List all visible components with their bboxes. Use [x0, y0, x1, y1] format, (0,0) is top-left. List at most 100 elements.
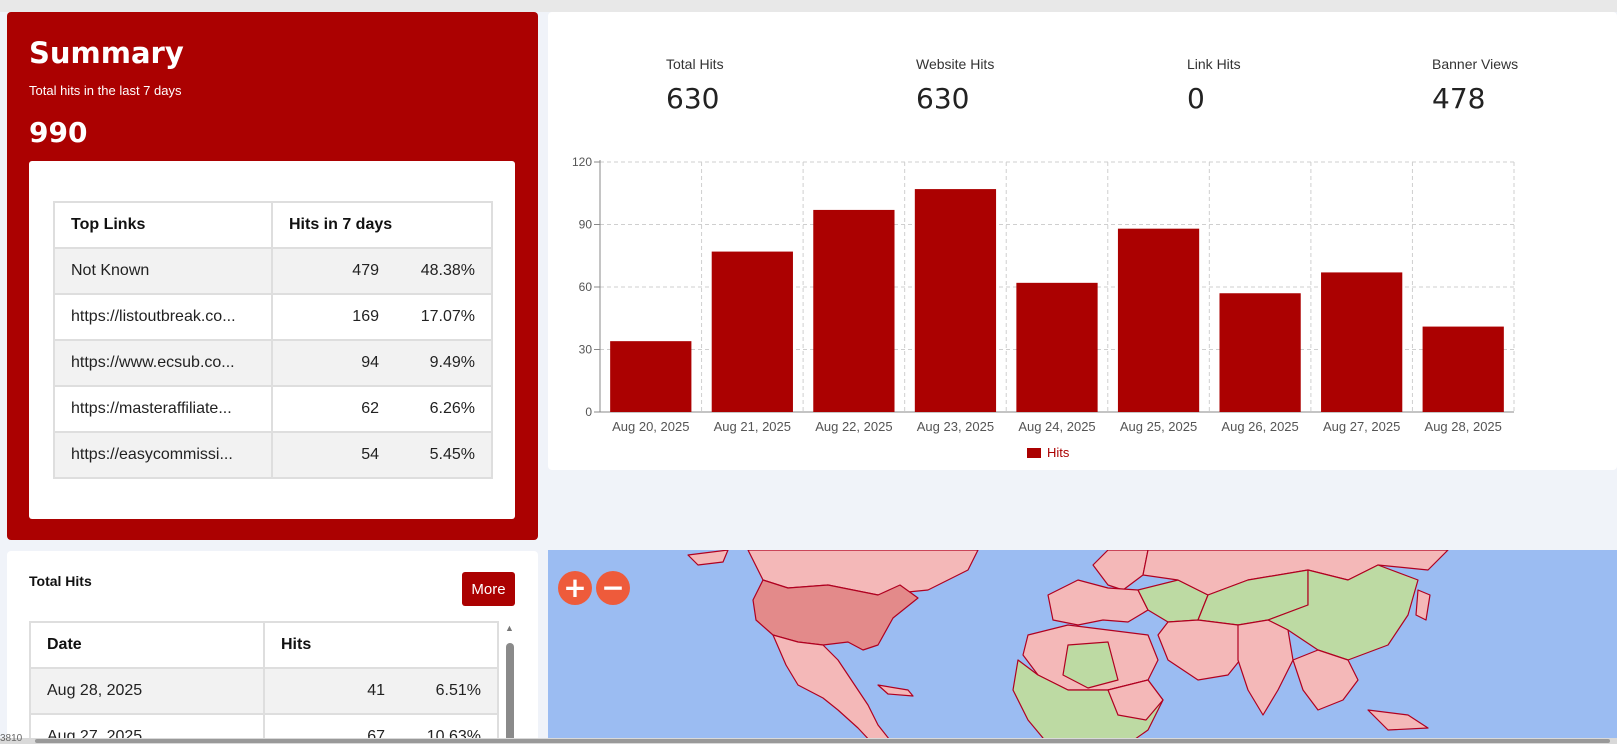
bar — [711, 251, 793, 412]
region-africa-pink — [1107, 679, 1164, 721]
legend-swatch — [1027, 448, 1041, 458]
col-date: Date — [29, 621, 265, 669]
col-top-links: Top Links — [53, 201, 273, 249]
x-tick-label: Aug 27, 2025 — [1323, 419, 1400, 434]
stat-label: Website Hits — [916, 56, 995, 72]
row-date: Aug 28, 2025 — [29, 667, 265, 715]
region-usa — [752, 579, 919, 651]
bar — [1422, 326, 1504, 412]
region-africa-central — [1012, 659, 1164, 744]
link-percent: 48.38% — [420, 262, 475, 279]
row-percent: 6.51% — [435, 682, 481, 699]
region-china — [1267, 564, 1419, 661]
horizontal-scrollbar-thumb[interactable] — [35, 739, 1610, 743]
link-hits: 54 — [361, 446, 379, 463]
stat-link-hits: Link Hits 0 — [1187, 56, 1241, 115]
region-middle-east — [1157, 619, 1249, 681]
region-caribbean — [877, 684, 914, 697]
table-row[interactable]: Not Known 479 48.38% — [53, 247, 493, 295]
region-india — [1237, 619, 1294, 716]
region-southeast-asia — [1292, 649, 1359, 711]
zoom-in-button[interactable]: + — [558, 571, 592, 605]
summary-title: Summary — [29, 36, 184, 70]
top-links-table: Top Links Hits in 7 days Not Known 479 48… — [53, 201, 493, 479]
stat-banner-views: Banner Views 478 — [1432, 56, 1518, 115]
x-tick-label: Aug 25, 2025 — [1120, 419, 1197, 434]
col-hits-7-days: Hits in 7 days — [271, 201, 493, 249]
x-tick-label: Aug 21, 2025 — [714, 419, 791, 434]
x-tick-label: Aug 28, 2025 — [1425, 419, 1502, 434]
total-hits-card: Total Hits More Date Hits Aug 28, 2025 4… — [7, 551, 538, 744]
more-button[interactable]: More — [462, 572, 515, 606]
table-row[interactable]: https://easycommissi... 54 5.45% — [53, 431, 493, 479]
x-tick-label: Aug 22, 2025 — [815, 419, 892, 434]
link-percent: 5.45% — [429, 446, 475, 463]
y-tick-label: 90 — [579, 218, 593, 232]
table-row[interactable]: https://www.ecsub.co... 94 9.49% — [53, 339, 493, 387]
link-hits: 169 — [352, 308, 379, 325]
col-hits: Hits — [263, 621, 499, 669]
x-tick-label: Aug 24, 2025 — [1018, 419, 1095, 434]
row-hits: 41 — [367, 682, 385, 699]
link-percent: 9.49% — [429, 354, 475, 371]
legend-label: Hits — [1047, 445, 1070, 460]
stat-value: 630 — [916, 82, 970, 115]
table-scrollbar[interactable]: ▲ — [503, 623, 517, 744]
corner-text: 3810 — [0, 733, 23, 744]
map-canvas — [687, 550, 1449, 744]
y-tick-label: 60 — [579, 280, 593, 294]
stat-total-hits: Total Hits 630 — [666, 56, 724, 115]
stat-value: 478 — [1432, 82, 1486, 115]
region-greenland — [687, 550, 729, 566]
region-indonesia — [1367, 709, 1429, 731]
x-tick-label: Aug 26, 2025 — [1221, 419, 1298, 434]
stat-value: 0 — [1187, 82, 1205, 115]
table-row[interactable]: https://masteraffiliate... 62 6.26% — [53, 385, 493, 433]
summary-subtitle: Total hits in the last 7 days — [29, 83, 182, 98]
region-scandinavia — [1092, 550, 1149, 591]
stat-website-hits: Website Hits 630 — [916, 56, 994, 115]
bar — [1016, 282, 1098, 412]
top-strip — [0, 0, 1617, 12]
bar — [1321, 272, 1403, 412]
stat-label: Total Hits — [666, 56, 724, 72]
total-hits-title: Total Hits — [29, 573, 92, 589]
y-tick-label: 120 — [572, 155, 592, 169]
table-row[interactable]: Aug 28, 2025 41 6.51% — [29, 667, 499, 715]
bar — [1219, 293, 1301, 412]
table-row[interactable]: https://listoutbreak.co... 169 17.07% — [53, 293, 493, 341]
stat-value: 630 — [666, 82, 720, 115]
link-url: https://listoutbreak.co... — [53, 293, 273, 341]
scrollbar-thumb[interactable] — [506, 643, 514, 744]
y-tick-label: 30 — [579, 343, 593, 357]
bar — [914, 189, 997, 412]
link-percent: 17.07% — [420, 308, 475, 325]
link-url: https://www.ecsub.co... — [53, 339, 273, 387]
region-europe-west — [1047, 579, 1149, 626]
link-url: Not Known — [53, 247, 273, 295]
stats-card: Total Hits 630 Website Hits 630 Link Hit… — [548, 12, 1617, 470]
x-tick-label: Aug 20, 2025 — [612, 419, 689, 434]
bar — [813, 209, 895, 412]
stat-label: Link Hits — [1187, 56, 1241, 72]
table-header-row: Date Hits — [29, 621, 499, 669]
scroll-up-icon[interactable]: ▲ — [505, 623, 514, 633]
link-percent: 6.26% — [429, 400, 475, 417]
horizontal-scrollbar[interactable] — [0, 738, 1617, 744]
summary-total: 990 — [29, 116, 88, 149]
link-hits: 62 — [361, 400, 379, 417]
region-mexico — [772, 634, 894, 744]
link-hits: 479 — [352, 262, 379, 279]
hits-bar-chart: 0 30 60 90 120 Aug 20, 2025 Aug 21, 2025 Aug 22… — [572, 155, 1515, 460]
y-tick-label: 0 — [585, 405, 592, 419]
link-url: https://easycommissi... — [53, 431, 273, 479]
zoom-out-button[interactable]: − — [596, 571, 630, 605]
stat-label: Banner Views — [1432, 56, 1519, 72]
bar — [610, 341, 692, 412]
world-map[interactable]: + − — [548, 550, 1617, 744]
x-tick-label: Aug 23, 2025 — [917, 419, 994, 434]
bar — [1117, 228, 1200, 412]
summary-card: Summary Total hits in the last 7 days 99… — [7, 12, 538, 540]
top-links-panel: Top Links Hits in 7 days Not Known 479 48… — [29, 161, 515, 519]
table-header-row: Top Links Hits in 7 days — [53, 201, 493, 249]
